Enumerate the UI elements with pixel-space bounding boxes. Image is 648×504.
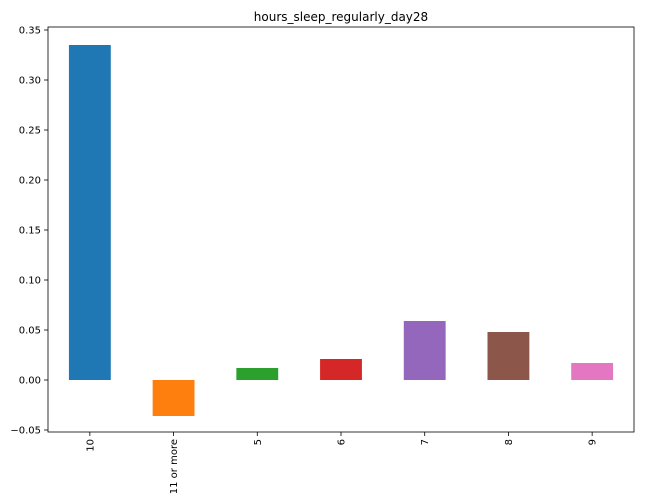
- y-tick-label: 0.20: [19, 176, 41, 187]
- x-tick-label: 7: [420, 439, 431, 445]
- y-tick-label: 0.30: [19, 76, 41, 87]
- y-tick-label: 0.35: [19, 26, 41, 37]
- x-tick-label: 10: [85, 439, 96, 452]
- x-tick-label: 5: [253, 439, 264, 445]
- y-tick-label: 0.05: [19, 326, 41, 337]
- y-tick-label: 0.10: [19, 276, 41, 287]
- x-tick-label: 8: [504, 439, 515, 445]
- bar-8: [487, 332, 530, 380]
- bar-9: [571, 363, 614, 380]
- bar-5: [236, 368, 279, 380]
- x-tick-label: 11 or more: [169, 439, 180, 494]
- x-axis: 10 11 or more 5 6 7 8 9: [85, 432, 599, 494]
- plot-frame: [47, 26, 635, 433]
- bars-group: [68, 45, 614, 416]
- bar-10: [68, 45, 111, 380]
- bar-7: [403, 321, 446, 380]
- chart-title: hours_sleep_regularly_day28: [254, 10, 428, 24]
- x-tick-label: 6: [337, 439, 348, 445]
- y-tick-label: 0.00: [19, 376, 41, 387]
- y-axis: −0.05 0.00 0.05 0.10 0.15 0.20 0.25 0.30 0.35: [10, 26, 48, 437]
- bar-11-or-more: [152, 380, 195, 416]
- bar-6: [320, 359, 362, 380]
- y-tick-label: 0.15: [19, 226, 41, 237]
- x-tick-label: 9: [588, 439, 599, 445]
- y-tick-label: −0.05: [10, 426, 41, 437]
- y-tick-label: 0.25: [19, 126, 41, 137]
